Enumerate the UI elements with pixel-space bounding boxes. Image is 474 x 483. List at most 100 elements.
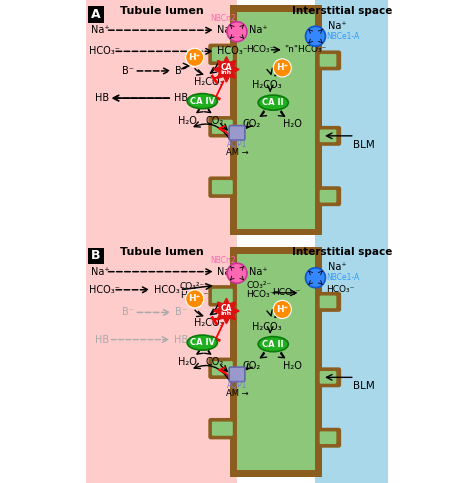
- FancyBboxPatch shape: [88, 247, 104, 264]
- Text: Na⁺: Na⁺: [218, 25, 236, 35]
- Text: Na⁺: Na⁺: [91, 25, 109, 35]
- Bar: [316, 6, 322, 235]
- FancyBboxPatch shape: [212, 120, 233, 134]
- FancyBboxPatch shape: [212, 361, 233, 375]
- Text: H⁺: H⁺: [189, 53, 201, 62]
- Text: "n"HCO₃⁻: "n"HCO₃⁻: [284, 45, 326, 54]
- Text: HB: HB: [173, 93, 188, 103]
- Text: BLM: BLM: [353, 140, 374, 150]
- Text: AQP1: AQP1: [227, 381, 247, 390]
- Text: Na⁺: Na⁺: [249, 267, 268, 277]
- Text: HB: HB: [95, 335, 109, 344]
- Circle shape: [306, 268, 326, 288]
- Text: NBCn2: NBCn2: [210, 14, 236, 23]
- Text: B⁻: B⁻: [122, 66, 134, 76]
- FancyBboxPatch shape: [316, 126, 341, 146]
- FancyBboxPatch shape: [229, 367, 245, 382]
- Text: CA IV: CA IV: [190, 97, 215, 106]
- Text: NBCn2: NBCn2: [210, 256, 236, 265]
- Text: CO₂: CO₂: [243, 361, 261, 371]
- Bar: [316, 242, 388, 483]
- Text: Tubule lumen: Tubule lumen: [119, 247, 203, 257]
- Text: H₂CO₃: H₂CO₃: [193, 318, 223, 328]
- FancyBboxPatch shape: [320, 371, 337, 384]
- Text: CO₂: CO₂: [205, 116, 223, 126]
- FancyBboxPatch shape: [320, 129, 337, 142]
- Text: H⁺: H⁺: [189, 294, 201, 303]
- Bar: [316, 0, 388, 242]
- Text: HB: HB: [173, 335, 188, 344]
- FancyBboxPatch shape: [212, 422, 233, 436]
- Bar: [230, 5, 322, 12]
- Ellipse shape: [258, 337, 288, 352]
- Ellipse shape: [187, 94, 218, 109]
- Text: inh: inh: [221, 312, 232, 316]
- FancyBboxPatch shape: [212, 180, 233, 194]
- Text: HCO₃⁻: HCO₃⁻: [326, 285, 355, 294]
- Bar: [230, 247, 322, 254]
- Text: H₂O: H₂O: [178, 116, 197, 126]
- Text: HCO₃⁻: HCO₃⁻: [180, 291, 208, 300]
- Text: CA II: CA II: [263, 98, 284, 107]
- Text: H₂O: H₂O: [283, 361, 302, 371]
- FancyBboxPatch shape: [320, 190, 337, 202]
- FancyBboxPatch shape: [316, 292, 341, 312]
- Text: H₂CO₃: H₂CO₃: [252, 322, 282, 332]
- Text: CO₂: CO₂: [243, 119, 261, 129]
- Text: Interstitial space: Interstitial space: [292, 6, 393, 15]
- Text: AM →: AM →: [226, 148, 248, 157]
- Bar: [86, 0, 237, 242]
- Text: CA: CA: [221, 63, 232, 72]
- Text: AQP1: AQP1: [227, 140, 247, 149]
- Bar: [237, 6, 316, 235]
- FancyBboxPatch shape: [208, 116, 237, 138]
- Text: B⁻: B⁻: [122, 308, 134, 317]
- Text: HCO₃⁻: HCO₃⁻: [154, 285, 185, 295]
- Circle shape: [306, 26, 326, 46]
- Ellipse shape: [258, 95, 288, 110]
- Text: Na⁺: Na⁺: [91, 267, 109, 277]
- Text: Tubule lumen: Tubule lumen: [119, 6, 203, 15]
- FancyBboxPatch shape: [208, 176, 237, 198]
- Text: HCO₃⁻: HCO₃⁻: [218, 46, 248, 57]
- Text: H₂O: H₂O: [283, 119, 302, 129]
- Text: CO₃²⁻: CO₃²⁻: [180, 282, 205, 291]
- Text: Na⁺: Na⁺: [249, 25, 268, 35]
- Bar: [237, 247, 316, 477]
- Polygon shape: [214, 298, 239, 324]
- FancyBboxPatch shape: [208, 418, 237, 440]
- FancyBboxPatch shape: [320, 296, 337, 308]
- FancyBboxPatch shape: [208, 357, 237, 379]
- Bar: [230, 247, 237, 477]
- FancyBboxPatch shape: [316, 368, 341, 387]
- Text: H₂CO₃: H₂CO₃: [193, 76, 223, 86]
- Circle shape: [186, 290, 204, 308]
- Text: CA IV: CA IV: [190, 338, 215, 347]
- Text: B⁻: B⁻: [175, 308, 187, 317]
- FancyBboxPatch shape: [208, 285, 237, 307]
- Text: CO₂: CO₂: [205, 357, 223, 367]
- Text: H₂O: H₂O: [178, 357, 197, 367]
- Text: NBCe1-A: NBCe1-A: [326, 32, 359, 41]
- FancyBboxPatch shape: [316, 186, 341, 206]
- FancyBboxPatch shape: [212, 289, 233, 303]
- Text: H⁺: H⁺: [276, 63, 288, 72]
- Text: Na⁺: Na⁺: [328, 21, 346, 30]
- Bar: [86, 242, 237, 483]
- FancyBboxPatch shape: [229, 126, 245, 140]
- FancyBboxPatch shape: [208, 43, 237, 65]
- Text: H⁺: H⁺: [276, 305, 288, 314]
- Text: CA II: CA II: [263, 340, 284, 349]
- Text: H₂CO₃: H₂CO₃: [252, 80, 282, 90]
- Bar: [316, 247, 322, 477]
- Circle shape: [273, 59, 292, 77]
- FancyBboxPatch shape: [316, 50, 341, 71]
- Text: B: B: [91, 249, 101, 262]
- Text: CO₃²⁻: CO₃²⁻: [246, 281, 271, 290]
- Bar: [230, 229, 322, 235]
- FancyBboxPatch shape: [316, 428, 341, 448]
- Text: Na⁺: Na⁺: [328, 262, 346, 272]
- Bar: [230, 470, 322, 477]
- Text: HCO₃⁻: HCO₃⁻: [246, 290, 274, 299]
- Text: CA: CA: [221, 304, 232, 313]
